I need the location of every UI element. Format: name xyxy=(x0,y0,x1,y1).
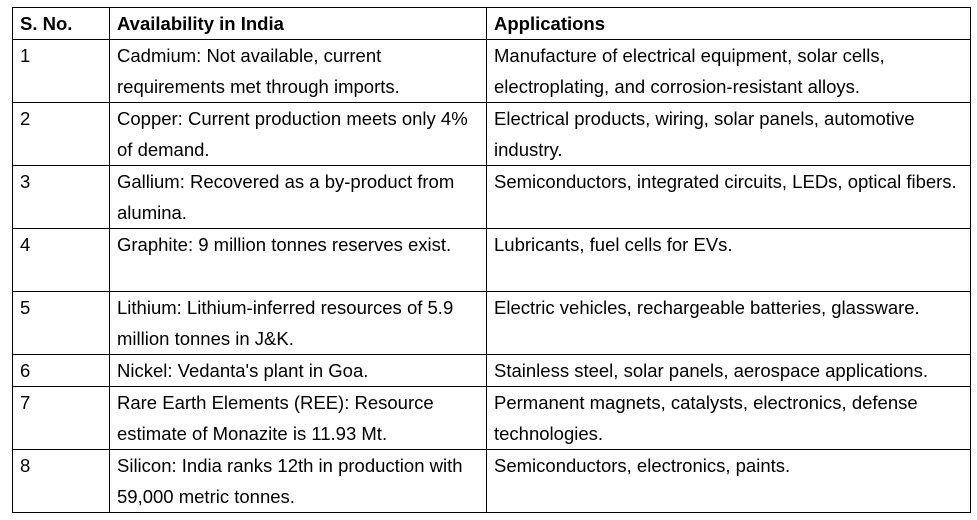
cell-applications: Stainless steel, solar panels, aerospace… xyxy=(486,354,971,387)
minerals-table: S. No. Availability in India Application… xyxy=(12,7,971,513)
header-applications: Applications xyxy=(486,7,971,40)
table-row: 3 Gallium: Recovered as a by-product fro… xyxy=(12,165,971,229)
header-sno: S. No. xyxy=(12,7,110,40)
cell-sno: 7 xyxy=(12,386,110,450)
header-availability: Availability in India xyxy=(109,7,487,40)
header-row: S. No. Availability in India Application… xyxy=(12,7,971,40)
cell-applications: Permanent magnets, catalysts, electronic… xyxy=(486,386,971,450)
cell-availability: Lithium: Lithium-inferred resources of 5… xyxy=(109,291,487,355)
cell-sno: 2 xyxy=(12,102,110,166)
cell-applications: Electric vehicles, rechargeable batterie… xyxy=(486,291,971,355)
cell-sno: 1 xyxy=(12,39,110,103)
table-row: 4 Graphite: 9 million tonnes reserves ex… xyxy=(12,228,971,292)
table-row: 7 Rare Earth Elements (REE): Resource es… xyxy=(12,386,971,450)
cell-availability: Copper: Current production meets only 4%… xyxy=(109,102,487,166)
cell-sno: 5 xyxy=(12,291,110,355)
cell-availability: Nickel: Vedanta's plant in Goa. xyxy=(109,354,487,387)
cell-applications: Semiconductors, integrated circuits, LED… xyxy=(486,165,971,229)
cell-sno: 8 xyxy=(12,449,110,513)
cell-sno: 3 xyxy=(12,165,110,229)
cell-sno: 6 xyxy=(12,354,110,387)
table-row: 5 Lithium: Lithium-inferred resources of… xyxy=(12,291,971,355)
table-row: 2 Copper: Current production meets only … xyxy=(12,102,971,166)
cell-applications: Semiconductors, electronics, paints. xyxy=(486,449,971,513)
table-row: 6 Nickel: Vedanta's plant in Goa. Stainl… xyxy=(12,354,971,387)
cell-availability: Graphite: 9 million tonnes reserves exis… xyxy=(109,228,487,292)
cell-applications: Manufacture of electrical equipment, sol… xyxy=(486,39,971,103)
cell-availability: Rare Earth Elements (REE): Resource esti… xyxy=(109,386,487,450)
table-row: 1 Cadmium: Not available, current requir… xyxy=(12,39,971,103)
cell-applications: Lubricants, fuel cells for EVs. xyxy=(486,228,971,292)
cell-applications: Electrical products, wiring, solar panel… xyxy=(486,102,971,166)
cell-availability: Cadmium: Not available, current requirem… xyxy=(109,39,487,103)
cell-availability: Gallium: Recovered as a by-product from … xyxy=(109,165,487,229)
cell-sno: 4 xyxy=(12,228,110,292)
cell-availability: Silicon: India ranks 12th in production … xyxy=(109,449,487,513)
table-row: 8 Silicon: India ranks 12th in productio… xyxy=(12,449,971,513)
